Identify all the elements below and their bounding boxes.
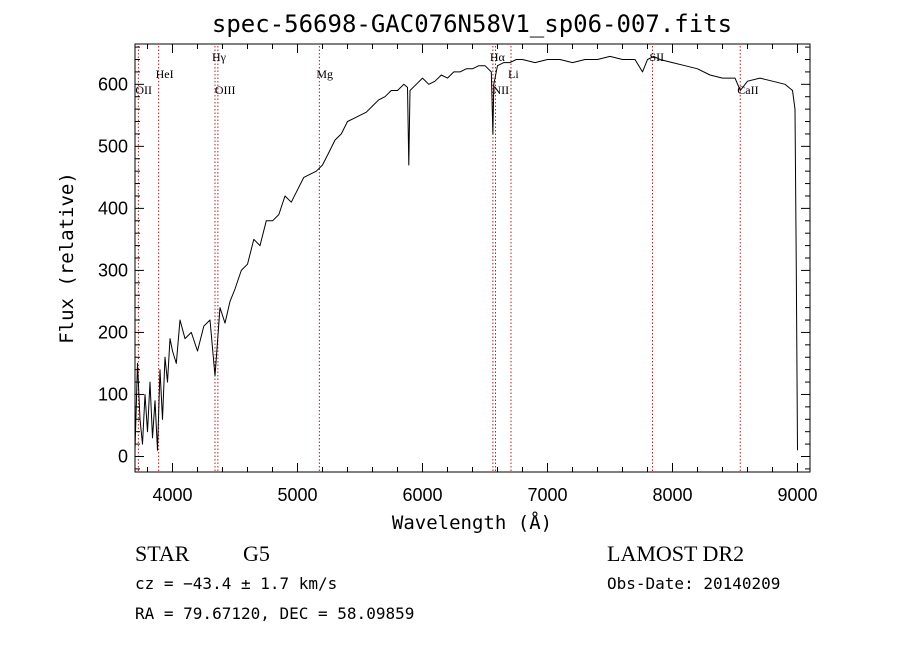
plot-frame bbox=[134, 43, 811, 473]
spectral-line-label: Hγ bbox=[212, 50, 227, 64]
spectral-line-label: CaII bbox=[737, 83, 758, 97]
y-tick-label: 0 bbox=[118, 446, 128, 466]
y-tick-label: 200 bbox=[98, 322, 128, 342]
spectral-line-label: Li bbox=[508, 67, 519, 81]
survey-name: LAMOST DR2 bbox=[607, 541, 744, 566]
x-tick-label: 8000 bbox=[652, 485, 692, 505]
spectral-line-label: SII bbox=[650, 50, 665, 64]
x-tick-label: 5000 bbox=[277, 485, 317, 505]
y-tick-label: 500 bbox=[98, 136, 128, 156]
spectral-line-label: Hα bbox=[490, 50, 506, 64]
x-axis-ticks: 4000 5000 6000 7000 8000 9000 bbox=[147, 44, 818, 505]
spectral-line-labels: OII HeI Hγ OIII Mg Hα NII Li SII CaII bbox=[135, 50, 758, 97]
y-axis-ticks: 0 100 200 300 400 500 600 bbox=[98, 46, 810, 470]
redshift-cz: cz = −43.4 ± 1.7 km/s bbox=[135, 574, 337, 593]
y-tick-label: 100 bbox=[98, 384, 128, 404]
x-axis-label: Wavelength (Å) bbox=[392, 511, 552, 534]
object-class: STAR bbox=[135, 541, 190, 566]
spectral-line-markers bbox=[137, 46, 741, 472]
spectrum-line bbox=[134, 55, 798, 451]
spectral-line-label: HeI bbox=[156, 67, 174, 81]
y-tick-label: 300 bbox=[98, 260, 128, 280]
spectral-line-label: OII bbox=[135, 83, 152, 97]
coordinates: RA = 79.67120, DEC = 58.09859 bbox=[135, 604, 414, 623]
spectral-line-label: OIII bbox=[215, 83, 236, 97]
spectral-line-label: Mg bbox=[316, 67, 333, 81]
x-tick-label: 6000 bbox=[402, 485, 442, 505]
spectral-line-label: NII bbox=[493, 83, 510, 97]
x-tick-label: 7000 bbox=[527, 485, 567, 505]
chart-title: spec-56698-GAC076N58V1_sp06-007.fits bbox=[212, 10, 732, 38]
y-axis-label: Flux (relative) bbox=[56, 172, 78, 344]
observation-date: Obs-Date: 20140209 bbox=[607, 574, 780, 593]
y-tick-label: 400 bbox=[98, 198, 128, 218]
x-tick-label: 4000 bbox=[152, 485, 192, 505]
object-subclass: G5 bbox=[243, 541, 270, 566]
x-tick-label: 9000 bbox=[777, 485, 817, 505]
y-tick-label: 600 bbox=[98, 74, 128, 94]
